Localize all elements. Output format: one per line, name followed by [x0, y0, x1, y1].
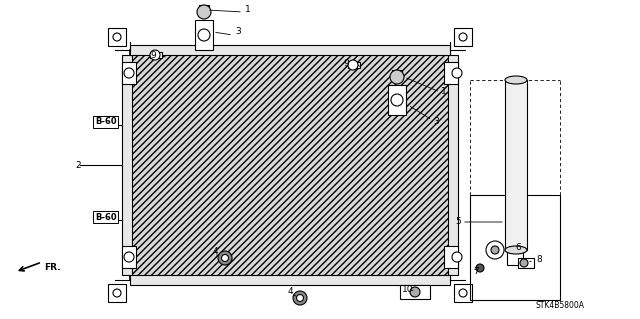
Circle shape [520, 259, 528, 267]
Bar [122, 62, 136, 84]
Text: 3: 3 [235, 27, 241, 36]
Bar [150, 52, 162, 58]
Text: 10: 10 [402, 286, 413, 294]
Bar [470, 195, 560, 300]
Bar [122, 55, 132, 275]
Text: 1: 1 [441, 87, 447, 97]
Circle shape [459, 33, 467, 41]
Circle shape [198, 29, 210, 41]
Circle shape [150, 50, 160, 60]
Text: 9: 9 [343, 58, 349, 68]
Bar [388, 85, 406, 115]
Polygon shape [130, 50, 450, 280]
Bar [130, 50, 450, 280]
Circle shape [296, 294, 303, 301]
Bar [444, 62, 458, 84]
Circle shape [113, 289, 121, 297]
Circle shape [391, 94, 403, 106]
Text: 4: 4 [213, 248, 219, 256]
Bar [454, 28, 472, 46]
Bar [108, 284, 126, 302]
Bar [518, 258, 534, 268]
Circle shape [113, 33, 121, 41]
Bar [507, 250, 523, 265]
Bar [130, 45, 450, 55]
Text: 3: 3 [433, 117, 439, 127]
Text: 8: 8 [536, 256, 541, 264]
Circle shape [197, 5, 211, 19]
Text: 2: 2 [75, 160, 81, 169]
Circle shape [348, 60, 358, 70]
Circle shape [452, 68, 462, 78]
Ellipse shape [505, 246, 527, 254]
Circle shape [293, 291, 307, 305]
Text: FR.: FR. [44, 263, 61, 272]
Text: STK4B5800A: STK4B5800A [535, 300, 584, 309]
Circle shape [218, 251, 232, 265]
Circle shape [124, 68, 134, 78]
Bar [199, 5, 209, 13]
Text: 7: 7 [473, 268, 479, 277]
Text: B-60: B-60 [95, 117, 116, 127]
Text: 6: 6 [515, 243, 521, 253]
Text: 9: 9 [150, 50, 156, 60]
Circle shape [491, 246, 499, 254]
Bar [392, 70, 402, 78]
Text: 1: 1 [245, 5, 251, 14]
Circle shape [390, 70, 404, 84]
Bar [108, 28, 126, 46]
Bar [400, 285, 430, 299]
Bar [348, 62, 360, 68]
Text: B-60: B-60 [95, 212, 116, 221]
Circle shape [221, 255, 228, 262]
Bar [454, 284, 472, 302]
Text: 5: 5 [455, 218, 461, 226]
Bar [195, 20, 213, 50]
Bar [444, 246, 458, 268]
Text: 4: 4 [288, 287, 294, 296]
Circle shape [486, 241, 504, 259]
Circle shape [124, 252, 134, 262]
Circle shape [452, 252, 462, 262]
Bar [505, 80, 527, 250]
Circle shape [476, 264, 484, 272]
Bar [122, 246, 136, 268]
Circle shape [410, 287, 420, 297]
Bar [130, 275, 450, 285]
Ellipse shape [505, 76, 527, 84]
Bar [448, 55, 458, 275]
Circle shape [459, 289, 467, 297]
